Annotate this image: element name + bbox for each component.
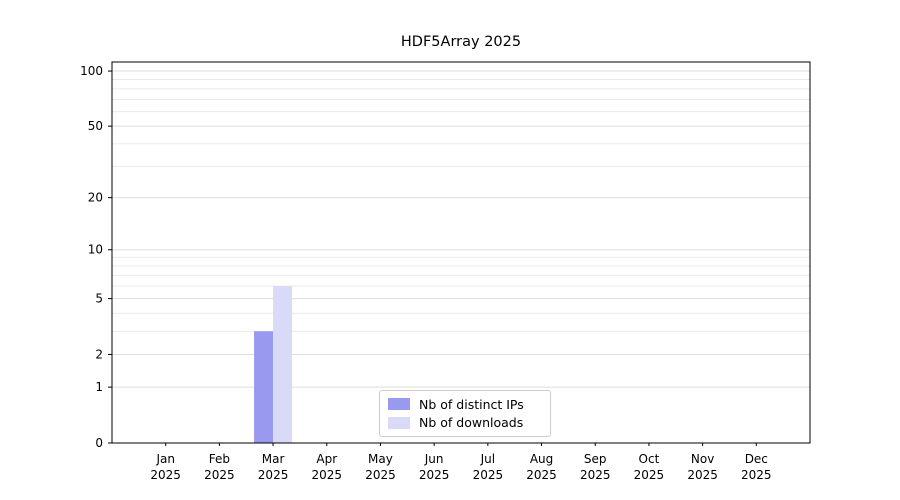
x-tick-label-month: Jun	[424, 452, 444, 466]
x-tick-label-year: 2025	[365, 468, 396, 482]
bar-mar-series-0	[254, 331, 274, 443]
legend-item-downloads: Nb of downloads	[388, 415, 542, 430]
y-tick-label: 1	[95, 380, 103, 394]
y-tick-label: 0	[95, 436, 103, 450]
bar-mar-series-1	[273, 286, 293, 443]
x-tick-label-year: 2025	[150, 468, 181, 482]
x-tick-label-month: Jul	[480, 452, 495, 466]
x-tick-label-month: Mar	[262, 452, 285, 466]
x-tick-label-year: 2025	[258, 468, 289, 482]
legend-item-distinct-ips: Nb of distinct IPs	[388, 397, 542, 412]
x-tick-label-year: 2025	[204, 468, 235, 482]
legend-label-distinct-ips: Nb of distinct IPs	[419, 396, 524, 412]
y-tick-label: 10	[88, 243, 103, 257]
y-tick-label: 100	[80, 64, 103, 78]
legend: Nb of distinct IPs Nb of downloads	[379, 390, 551, 437]
y-tick-label: 20	[88, 191, 103, 205]
x-tick-label-month: Nov	[691, 452, 714, 466]
x-tick-label-month: Apr	[316, 452, 337, 466]
x-tick-label-year: 2025	[580, 468, 611, 482]
x-tick-label-year: 2025	[634, 468, 665, 482]
x-tick-label-month: Sep	[584, 452, 607, 466]
x-tick-label-month: Dec	[745, 452, 768, 466]
legend-swatch-downloads	[388, 416, 410, 429]
legend-label-downloads: Nb of downloads	[419, 415, 524, 431]
legend-swatch-distinct-ips	[388, 398, 410, 411]
y-tick-label: 50	[88, 119, 103, 133]
x-tick-label-year: 2025	[687, 468, 718, 482]
x-tick-label-year: 2025	[419, 468, 450, 482]
x-tick-label-year: 2025	[741, 468, 772, 482]
y-tick-label: 5	[95, 292, 103, 306]
x-tick-label-year: 2025	[311, 468, 342, 482]
x-tick-label-year: 2025	[526, 468, 557, 482]
x-tick-label-month: Jan	[155, 452, 175, 466]
x-tick-label-month: Feb	[209, 452, 230, 466]
chart-title: HDF5Array 2025	[400, 34, 522, 50]
plot-border	[111, 61, 811, 444]
x-tick-label-month: Aug	[530, 452, 553, 466]
x-tick-label-month: May	[368, 452, 393, 466]
x-tick-label-month: Oct	[639, 452, 660, 466]
x-tick-label-year: 2025	[473, 468, 504, 482]
y-tick-label: 2	[95, 347, 103, 361]
